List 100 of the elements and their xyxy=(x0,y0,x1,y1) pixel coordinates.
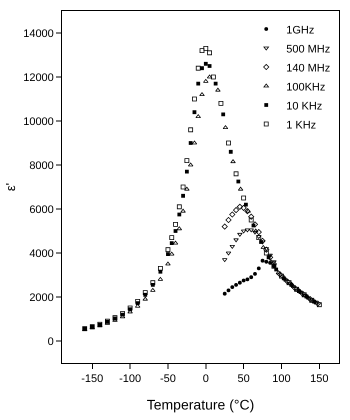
legend-label: 500 MHz xyxy=(286,43,330,56)
x-tick-label: 0 xyxy=(202,373,209,386)
point xyxy=(260,258,264,263)
point xyxy=(226,217,232,223)
legend-label: 1GHz xyxy=(286,24,314,36)
point xyxy=(242,278,246,282)
y-tick-label: 2000 xyxy=(29,292,54,304)
point xyxy=(184,158,190,163)
point xyxy=(259,240,263,244)
point xyxy=(226,288,230,292)
y-axis-title: ε' xyxy=(3,182,18,192)
point xyxy=(196,82,200,86)
point xyxy=(256,266,261,270)
point xyxy=(177,212,182,216)
x-tick-label: 150 xyxy=(310,373,328,386)
point xyxy=(248,218,254,222)
point xyxy=(222,224,228,230)
point xyxy=(292,285,298,292)
point xyxy=(238,280,242,285)
point xyxy=(284,278,291,285)
point xyxy=(238,186,244,191)
legend-label: 10 KHz xyxy=(286,100,322,112)
point xyxy=(214,82,218,86)
point xyxy=(253,272,257,276)
y-tick-label: 0 xyxy=(48,336,54,348)
point xyxy=(271,260,277,264)
point xyxy=(218,101,224,106)
y-tick-label: 14000 xyxy=(23,28,54,40)
point xyxy=(222,258,228,262)
point xyxy=(264,260,268,264)
point xyxy=(256,229,262,236)
point xyxy=(196,66,201,71)
x-axis-title: Temperature (°C) xyxy=(146,396,254,412)
point xyxy=(150,280,156,286)
point xyxy=(267,254,273,258)
y-tick-label: 6000 xyxy=(29,204,54,216)
point xyxy=(188,141,193,145)
x-tick-label: -150 xyxy=(81,373,104,386)
point xyxy=(169,235,174,240)
legend-label: 1 KHz xyxy=(286,119,316,132)
point xyxy=(208,64,212,68)
point xyxy=(142,290,148,295)
point xyxy=(237,232,243,237)
point xyxy=(234,283,238,287)
point xyxy=(221,112,226,116)
point xyxy=(226,140,231,146)
point xyxy=(188,127,194,132)
y-tick-label: 4000 xyxy=(29,248,54,260)
point xyxy=(158,266,163,271)
point xyxy=(166,247,170,252)
point xyxy=(203,46,208,51)
point xyxy=(264,250,269,256)
point xyxy=(181,194,185,198)
point xyxy=(276,270,282,274)
point xyxy=(207,50,212,56)
point xyxy=(180,208,186,213)
point xyxy=(229,212,236,218)
point xyxy=(210,74,216,80)
point xyxy=(174,229,178,233)
point xyxy=(307,296,314,302)
y-tick-label: 8000 xyxy=(29,160,54,172)
point xyxy=(222,292,227,296)
point xyxy=(248,228,254,232)
point xyxy=(244,202,248,206)
point xyxy=(184,170,189,174)
y-tick-label: 10000 xyxy=(23,116,54,128)
point xyxy=(252,224,256,228)
point xyxy=(184,186,190,191)
point xyxy=(176,204,182,210)
point xyxy=(246,278,250,282)
point xyxy=(200,48,204,53)
point xyxy=(300,290,306,297)
point xyxy=(230,245,235,249)
point xyxy=(169,252,174,256)
point xyxy=(253,228,258,232)
point xyxy=(230,159,236,164)
point xyxy=(196,114,201,118)
point xyxy=(180,184,186,190)
point xyxy=(236,180,240,184)
point xyxy=(263,246,270,253)
point xyxy=(252,221,258,228)
x-tick-label: 100 xyxy=(272,373,291,386)
point xyxy=(230,285,234,289)
point xyxy=(233,238,239,242)
legend-label: 140 MHz xyxy=(286,62,330,74)
point xyxy=(192,96,197,102)
x-tick-label: -100 xyxy=(119,373,142,386)
point xyxy=(192,110,196,114)
y-tick-label: 12000 xyxy=(23,72,54,84)
point xyxy=(314,300,321,307)
point xyxy=(173,222,178,227)
point xyxy=(241,196,246,200)
x-tick-label: -50 xyxy=(160,373,176,386)
legend-label: 100KHz xyxy=(286,81,326,94)
point xyxy=(166,252,170,256)
point xyxy=(316,302,322,308)
point xyxy=(249,275,254,280)
point xyxy=(248,214,254,220)
point xyxy=(236,204,243,210)
point xyxy=(215,88,221,92)
